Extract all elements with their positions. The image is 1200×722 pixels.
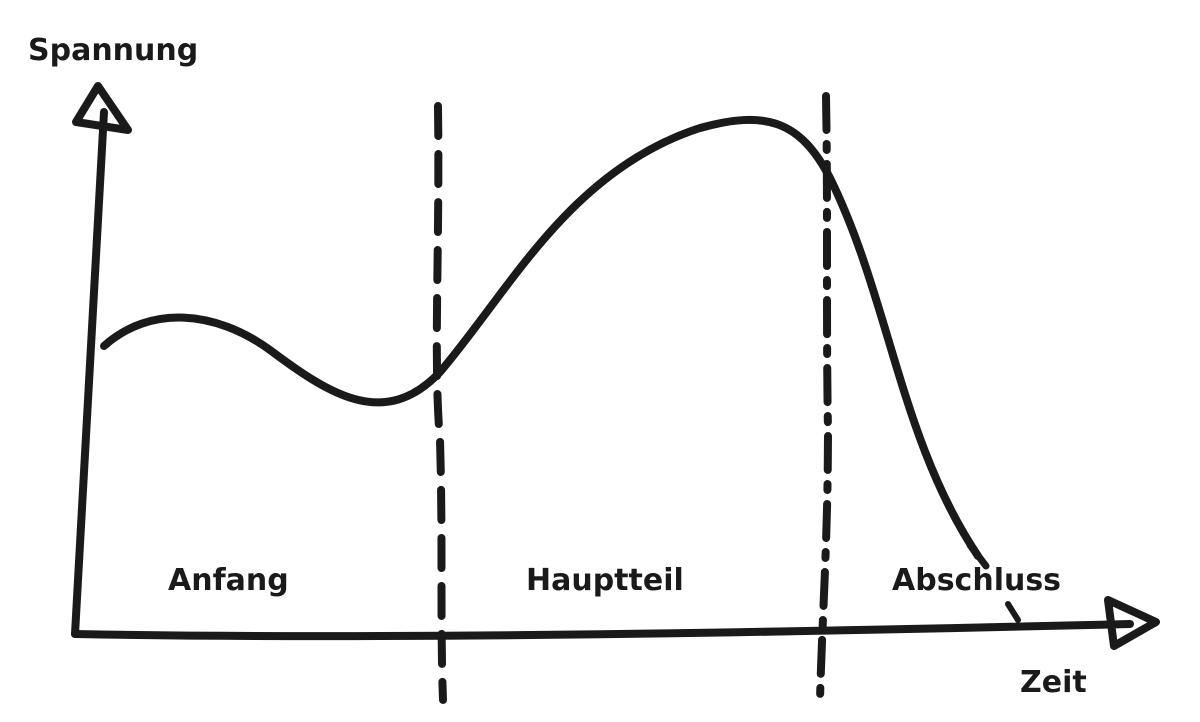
tension-curve <box>100 115 982 560</box>
y-axis-label: Spannung <box>28 33 199 68</box>
curve-end-tick <box>966 541 990 570</box>
y-axis-arrowhead-icon <box>72 82 132 134</box>
section-label-main: Hauptteil <box>526 563 684 598</box>
x-axis-line <box>71 620 1134 641</box>
x-axis-arrowhead-icon <box>1104 596 1160 650</box>
x-axis-label: Zeit <box>1020 665 1087 700</box>
y-axis-line <box>71 108 108 638</box>
axis-tick-mark <box>1005 601 1021 623</box>
section-label-beginning: Anfang <box>168 563 289 598</box>
section-divider-1 <box>432 102 447 704</box>
section-label-ending: Abschluss <box>892 563 1062 598</box>
section-divider-2 <box>816 92 832 704</box>
